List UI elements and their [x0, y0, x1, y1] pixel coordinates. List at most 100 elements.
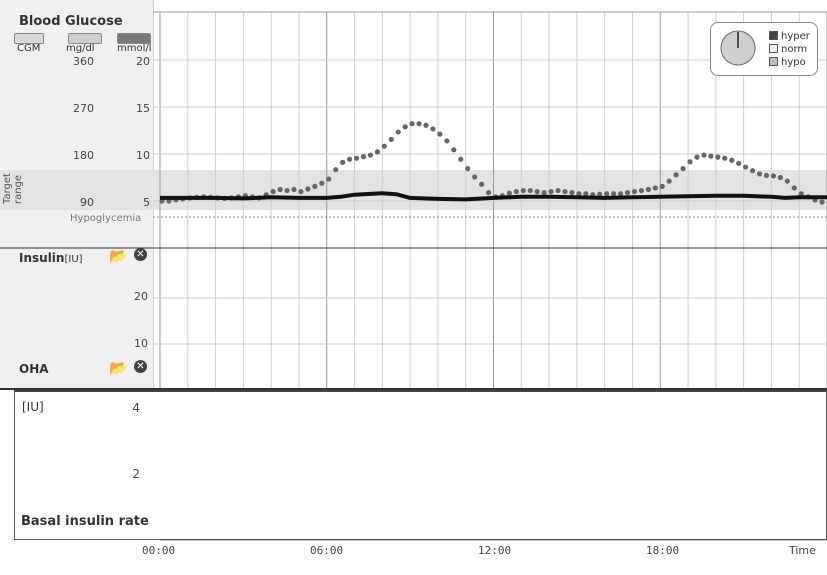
cgm-point — [409, 121, 415, 127]
mmol-tick: 10 — [136, 149, 150, 162]
cgm-point — [367, 152, 374, 158]
cgm-point — [513, 189, 519, 195]
oha-label: OHA — [19, 362, 49, 376]
cgm-point — [388, 136, 394, 142]
cgm-point — [791, 185, 797, 191]
cgm-point — [360, 154, 367, 160]
cgm-point — [479, 181, 485, 187]
cgm-point — [576, 191, 582, 197]
cgm-point — [472, 174, 478, 180]
cgm-point — [520, 187, 526, 194]
cgm-swatch[interactable] — [14, 33, 44, 44]
mmol-label: mmol/l — [117, 43, 152, 54]
close-icon[interactable]: ✕ — [134, 360, 147, 373]
cgm-point — [645, 186, 651, 193]
basal-unit: [IU] — [22, 400, 44, 414]
close-icon[interactable]: ✕ — [134, 248, 147, 261]
cgm-point — [340, 159, 346, 165]
legend-item-hypo: hypo — [769, 57, 806, 68]
cgm-point — [624, 190, 631, 196]
insulin-unit: [IU] — [64, 254, 83, 265]
cgm-point — [763, 172, 770, 179]
cgm-point — [465, 166, 471, 172]
cgm-point — [555, 187, 561, 194]
cgm-point — [423, 122, 429, 128]
cgm-point — [284, 187, 290, 194]
cgm-point — [548, 189, 554, 195]
cgm-point — [659, 183, 665, 189]
cgm-point — [687, 159, 693, 165]
cgm-point — [374, 149, 380, 155]
cgm-point — [666, 178, 672, 184]
cgm-point — [291, 186, 297, 193]
glycemia-pie — [720, 30, 756, 66]
legend-label: hyper — [781, 31, 810, 42]
hypoglycemia-label: Hypoglycemia — [70, 213, 142, 224]
cgm-point — [402, 124, 408, 130]
cgm-point — [798, 191, 804, 197]
x-tick: 00:00 — [142, 544, 176, 557]
insulin-tick: 20 — [134, 290, 148, 303]
cgm-point — [527, 187, 533, 194]
cgm-point — [277, 186, 283, 193]
mmol-tick: 5 — [143, 196, 150, 209]
mgdl-tick: 270 — [73, 102, 94, 115]
cgm-point — [694, 154, 700, 160]
legend-label: norm — [781, 44, 808, 55]
basal-tick: 2 — [132, 467, 140, 481]
folder-icon[interactable]: 📂 — [109, 247, 128, 265]
x-tick: 12:00 — [478, 544, 512, 557]
cgm-point — [319, 180, 325, 186]
x-tick: 06:00 — [310, 544, 344, 557]
cgm-point — [569, 190, 575, 196]
cgm-point — [305, 186, 311, 192]
cgm-point — [583, 191, 589, 197]
cgm-point — [506, 190, 512, 196]
cgm-point — [770, 173, 777, 179]
cgm-point — [451, 147, 457, 153]
mgdl-label: mg/dl — [66, 43, 95, 54]
cgm-point — [777, 174, 783, 181]
cgm-point — [611, 191, 617, 197]
cgm-point — [541, 190, 547, 196]
cgm-point — [756, 171, 763, 177]
cgm-point — [395, 129, 401, 135]
basal-tick: 4 — [132, 401, 140, 415]
cgm-point — [743, 164, 749, 170]
cgm-point — [729, 157, 735, 163]
basal-title: Basal insulin rate — [21, 514, 149, 529]
cgm-point — [534, 189, 540, 195]
cgm-point — [638, 187, 645, 194]
cgm-point — [562, 189, 568, 195]
legend-swatch — [769, 31, 778, 40]
cgm-point — [652, 185, 658, 191]
cgm-point — [270, 189, 276, 195]
target-range-band — [0, 170, 827, 210]
cgm-point — [326, 176, 332, 182]
cgm-point — [715, 154, 721, 160]
folder-icon[interactable]: 📂 — [109, 359, 128, 377]
insulin-title: Insulin — [19, 251, 65, 265]
cgm-point — [458, 156, 464, 162]
mgdl-swatch[interactable] — [68, 33, 102, 44]
cgm-point — [673, 172, 679, 178]
cgm-point — [604, 191, 610, 197]
x-axis-label: Time — [789, 544, 816, 557]
cgm-point — [346, 156, 353, 162]
legend-swatch — [769, 57, 778, 66]
legend-swatch — [769, 44, 778, 53]
cgm-point — [701, 152, 707, 158]
glucose-series — [159, 121, 827, 205]
mmol-swatch[interactable] — [117, 33, 151, 44]
legend-item-hyper: hyper — [769, 31, 810, 42]
basal-panel — [14, 390, 827, 540]
cgm-point — [708, 153, 714, 159]
cgm-point — [381, 143, 387, 149]
cgm-point — [353, 155, 360, 161]
cgm-point — [416, 121, 422, 127]
cgm-point — [784, 178, 790, 184]
cgm-label: CGM — [17, 43, 41, 54]
legend-label: hypo — [781, 57, 806, 68]
cgm-point — [485, 190, 492, 196]
insulin-tick: 10 — [134, 337, 148, 350]
